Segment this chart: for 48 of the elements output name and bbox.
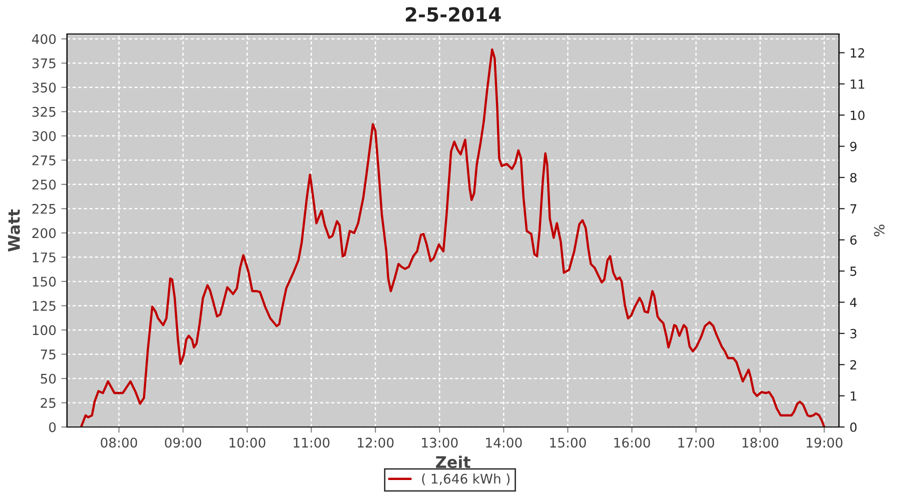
y2-tick-label: 4 <box>850 298 857 307</box>
y2-tick-label: 6 <box>850 235 857 245</box>
y-tick-label: 400 <box>32 34 56 44</box>
x-tick-label: 19:00 <box>806 438 842 448</box>
y2-tick-label: 11 <box>850 80 864 89</box>
y2-tick-label: 3 <box>850 328 856 338</box>
y2-axis-title: % <box>874 224 885 236</box>
y-tick-label: 100 <box>32 325 56 336</box>
x-tick-label: 13:00 <box>422 438 458 448</box>
y2-tick-label: 0 <box>850 422 857 432</box>
legend-label: ( 1,646 kWh ) <box>422 474 510 486</box>
y-tick-label: 50 <box>40 374 56 384</box>
y2-tick-label: 5 <box>850 266 856 276</box>
x-tick-label: 11:00 <box>294 438 330 448</box>
x-tick-label: 09:00 <box>164 438 202 448</box>
x-tick-label: 16:00 <box>614 438 650 448</box>
x-tick-label: 15:00 <box>550 438 586 448</box>
x-tick-label: 08:00 <box>100 438 138 448</box>
y-tick-label: 150 <box>32 276 56 287</box>
x-tick-label: 10:00 <box>230 438 266 448</box>
y-tick-label: 75 <box>40 350 56 360</box>
y-tick-label: 0 <box>49 422 56 432</box>
y-tick-label: 300 <box>32 131 56 142</box>
x-tick-label: 17:00 <box>678 438 714 448</box>
y2-tick-label: 2 <box>850 360 856 370</box>
y2-tick-label: 12 <box>850 48 864 58</box>
y2-tick-label: 9 <box>850 142 856 152</box>
y-tick-label: 275 <box>32 155 56 166</box>
x-tick-label: 14:00 <box>486 438 522 448</box>
y2-tick-label: 7 <box>850 204 856 214</box>
chart-title: 2-5-2014 <box>406 7 501 22</box>
x-tick-label: 12:00 <box>358 438 394 448</box>
y2-tick-label: 1 <box>850 391 856 401</box>
y-tick-label: 175 <box>32 252 56 262</box>
y-tick-label: 350 <box>32 82 56 93</box>
y-tick-label: 225 <box>32 204 56 214</box>
y-tick-label: 375 <box>32 58 56 68</box>
y-axis-title: Watt <box>8 209 20 252</box>
x-axis-title: Zeit <box>436 456 470 468</box>
x-tick-label: 18:00 <box>742 438 778 448</box>
y-tick-label: 250 <box>32 180 56 190</box>
y-tick-label: 200 <box>32 228 56 238</box>
y-tick-label: 25 <box>40 398 56 408</box>
y2-tick-label: 8 <box>850 172 857 182</box>
y-tick-label: 325 <box>32 106 56 117</box>
y-tick-label: 125 <box>32 300 56 311</box>
line-series <box>80 48 826 427</box>
y2-tick-label: 10 <box>850 110 864 120</box>
